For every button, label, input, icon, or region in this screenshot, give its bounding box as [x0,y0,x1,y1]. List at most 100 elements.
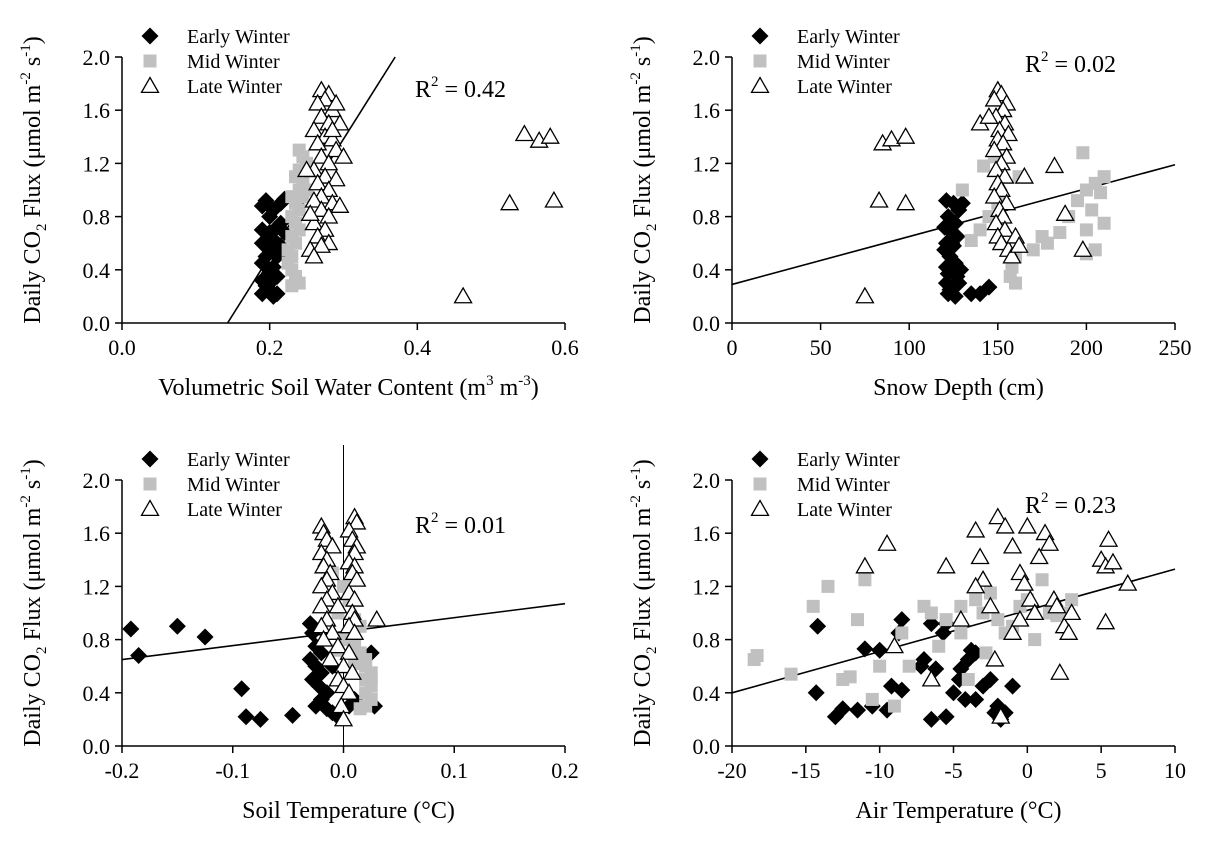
mid-winter-point [1040,236,1054,250]
mid-winter-point [750,649,764,663]
data-points [122,507,387,728]
mid-winter-point [977,159,991,173]
late-winter-point [1014,573,1035,591]
late-winter-point [304,190,324,208]
x-tick-label: 0 [727,335,738,360]
legend-marker-early-winter [751,450,769,468]
late-winter-point [1095,612,1116,630]
early-winter-point [950,274,968,292]
legend-marker-late-winter [750,76,770,94]
late-winter-point [328,596,348,614]
early-winter-point [1004,677,1022,695]
panel-soil-temperature: 0.0 0.4 0.8 1.2 1.6 2.0 -0.2 -0.1 0.0 0.1 0.2 Soil … [0,423,610,846]
late-winter-point [544,190,564,208]
early-winter-point [946,214,964,232]
legend-marker-mid-winter [753,477,767,491]
y-tick-label: 2.0 [693,468,721,493]
early-winter-point [950,201,968,219]
late-winter-point [1014,166,1035,184]
mid-winter-point [1076,146,1090,160]
regression-line [731,568,1176,694]
y-axis-label: Daily CO2 Flux (μmol m-2 s-1) [628,36,660,323]
mid-winter-point [865,692,879,706]
legend-label: Early Winter [187,449,290,471]
early-winter-point [893,611,911,629]
late-winter-point [1103,552,1123,570]
early-winter-point [953,194,971,212]
early-winter-point [130,647,148,665]
mid-winter-point [353,702,367,716]
x-tick-label: 0.1 [441,758,469,783]
mid-winter-point [843,670,857,684]
early-winter-point [945,684,962,702]
early-winter-point [253,234,271,252]
y-tick-label: 2.0 [83,45,111,70]
mid-winter-point [924,606,938,620]
late-winter-point [347,569,367,587]
x-tick-label: 0.6 [551,335,579,360]
x-tick-label: 0 [1022,758,1033,783]
panel-soil-water: 0.0 0.4 0.8 1.2 1.6 2.0 0.0 0.2 0.4 0.6 Volumetric… [0,0,610,423]
late-winter-point [1118,573,1138,591]
legend-marker-mid-winter [143,54,157,68]
late-winter-point [319,206,339,224]
late-winter-point [884,636,905,654]
late-winter-point [322,120,343,138]
chart-soil-water: 0.0 0.4 0.8 1.2 1.6 2.0 0.0 0.2 0.4 0.6 Volumetric… [18,26,579,401]
mid-winter-point [1026,243,1040,257]
y-tick-label: 0.8 [83,205,111,230]
late-winter-point [936,556,956,574]
early-winter-point [962,285,980,303]
y-tick-label: 0.0 [83,734,111,759]
early-winter-point [196,628,214,646]
x-tick-label: 200 [1070,335,1103,360]
y-tick-label: 1.6 [83,98,111,123]
late-winter-point [1044,156,1065,174]
early-winter-point [809,617,827,635]
r-squared-label: R2 = 0.01 [415,510,506,539]
mid-winter-point [285,279,299,293]
late-winter-point [331,696,351,714]
x-axis-label: Air Temperature (°C) [855,798,1061,824]
x-tick-label: 250 [1159,335,1192,360]
late-winter-point [344,589,365,607]
x-tick-label: 0.0 [330,758,358,783]
late-winter-point [308,173,328,191]
mid-winter-point [954,599,968,613]
early-winter-point [268,285,286,303]
late-winter-point [966,520,986,538]
late-winter-point [921,669,941,687]
mid-winter-point [1009,276,1023,290]
late-winter-point [1098,530,1119,547]
legend: Early Winter Mid Winter Late Winter [750,26,900,98]
legend-label: Mid Winter [797,51,890,73]
late-winter-point [333,146,354,164]
x-tick-label: 100 [893,335,926,360]
y-tick-label: 0.0 [83,311,111,336]
x-tick-label: 150 [981,335,1014,360]
late-winter-point [326,93,346,111]
early-winter-point [251,710,269,728]
late-winter-point [1059,623,1079,640]
late-winter-point [367,609,387,627]
late-winter-point [304,120,324,138]
mid-winter-point [806,599,820,613]
early-winter-point [310,677,328,695]
x-tick-label: 0.2 [256,335,284,360]
late-winter-point [1062,603,1082,621]
late-winter-point [1039,534,1060,551]
y-tick-label: 1.2 [693,151,721,176]
x-axis-label: Soil Temperature (°C) [242,798,455,824]
late-winter-point [1020,589,1040,607]
late-winter-point [970,547,990,565]
late-winter-point [304,246,324,264]
legend-label: Mid Winter [187,51,280,73]
late-winter-point [311,236,331,253]
late-winter-point [311,596,331,614]
late-winter-point [896,193,916,211]
late-winter-point [322,623,343,640]
late-winter-point [855,556,875,574]
mid-winter-point [858,573,872,587]
mid-winter-point [1071,194,1085,208]
early-winter-point [362,644,380,662]
